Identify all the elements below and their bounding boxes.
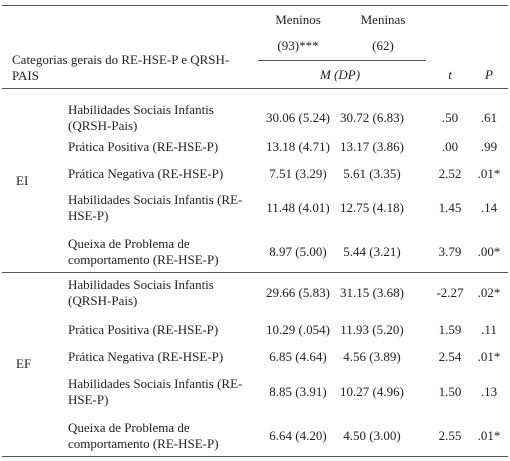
header-stat: M (DP) — [319, 67, 361, 82]
p-value: .14 — [480, 200, 498, 215]
rule — [2, 272, 508, 273]
t-value: 3.79 — [438, 244, 462, 259]
boys-value: 6.85 (4.64) — [269, 349, 327, 364]
p-value: .01* — [477, 166, 501, 181]
t-value: 2.54 — [438, 349, 462, 364]
row-label: Prática Positiva (RE-HSE-P) — [68, 139, 219, 154]
p-value: .01* — [477, 349, 501, 364]
row-label: Prática Negativa (RE-HSE-P) — [68, 349, 224, 364]
row-label: Queixa de Problema de comportamento (RE-… — [68, 236, 219, 267]
p-value: .61 — [480, 110, 498, 125]
rule — [258, 60, 426, 61]
row-label: Prática Negativa (RE-HSE-P) — [68, 166, 224, 181]
header-girls: Meninas — [360, 12, 406, 27]
boys-value: 8.85 (3.91) — [269, 384, 327, 399]
p-value: .02* — [477, 285, 501, 300]
girls-value: 31.15 (3.68) — [340, 285, 404, 300]
p-value: .11 — [481, 322, 497, 337]
t-value: 1.45 — [438, 200, 462, 215]
row-label: Habilidades Sociais Infantis (QRSH-Pais) — [68, 277, 214, 308]
header-girls-n: (62) — [372, 38, 394, 53]
header-boys: Meninos — [275, 12, 321, 27]
header-boys-n: (93)*** — [277, 38, 319, 53]
t-value: 2.52 — [438, 166, 462, 181]
group-name: EF — [16, 356, 32, 371]
p-value: .13 — [480, 384, 498, 399]
t-value: -2.27 — [436, 285, 464, 300]
girls-value: 4.56 (3.89) — [343, 349, 401, 364]
rule — [2, 88, 508, 89]
girls-value: 12.75 (4.18) — [340, 200, 404, 215]
rule — [2, 5, 508, 6]
row-label: Habilidades Sociais Infantis (RE-HSE-P) — [68, 376, 243, 407]
group-name: EI — [16, 173, 29, 188]
t-value: .50 — [441, 110, 459, 125]
p-value: .99 — [480, 139, 498, 154]
girls-value: 13.17 (3.86) — [340, 139, 404, 154]
girls-value: 11.93 (5.20) — [340, 322, 404, 337]
girls-value: 4.50 (3.00) — [343, 428, 401, 443]
boys-value: 7.51 (3.29) — [269, 166, 327, 181]
girls-value: 30.72 (6.83) — [340, 110, 404, 125]
row-label: Habilidades Sociais Infantis (QRSH-Pais) — [68, 102, 214, 133]
header-p: P — [485, 67, 493, 82]
p-value: .00* — [477, 244, 501, 259]
t-value: .00 — [441, 139, 459, 154]
girls-value: 10.27 (4.96) — [340, 384, 404, 399]
boys-value: 8.97 (5.00) — [269, 244, 327, 259]
boys-value: 30.06 (5.24) — [266, 110, 330, 125]
t-value: 1.59 — [438, 322, 462, 337]
t-value: 1.50 — [438, 384, 462, 399]
boys-value: 11.48 (4.01) — [266, 200, 330, 215]
boys-value: 6.64 (4.20) — [269, 428, 327, 443]
boys-value: 10.29 (.054) — [266, 322, 330, 337]
boys-value: 29.66 (5.83) — [266, 285, 330, 300]
boys-value: 13.18 (4.71) — [266, 139, 330, 154]
p-value: .01* — [477, 428, 501, 443]
t-value: 2.55 — [438, 428, 462, 443]
row-label: Prática Positiva (RE-HSE-P) — [68, 322, 219, 337]
row-label: Habilidades Sociais Infantis (RE-HSE-P) — [68, 192, 243, 223]
header-category: Categorias gerais do RE-HSE-P e QRSH-PAI… — [12, 52, 230, 83]
girls-value: 5.61 (3.35) — [343, 166, 401, 181]
header-t: t — [448, 67, 452, 82]
row-label: Queixa de Problema de comportamento (RE-… — [68, 420, 219, 451]
girls-value: 5.44 (3.21) — [343, 244, 401, 259]
rule — [2, 456, 508, 457]
